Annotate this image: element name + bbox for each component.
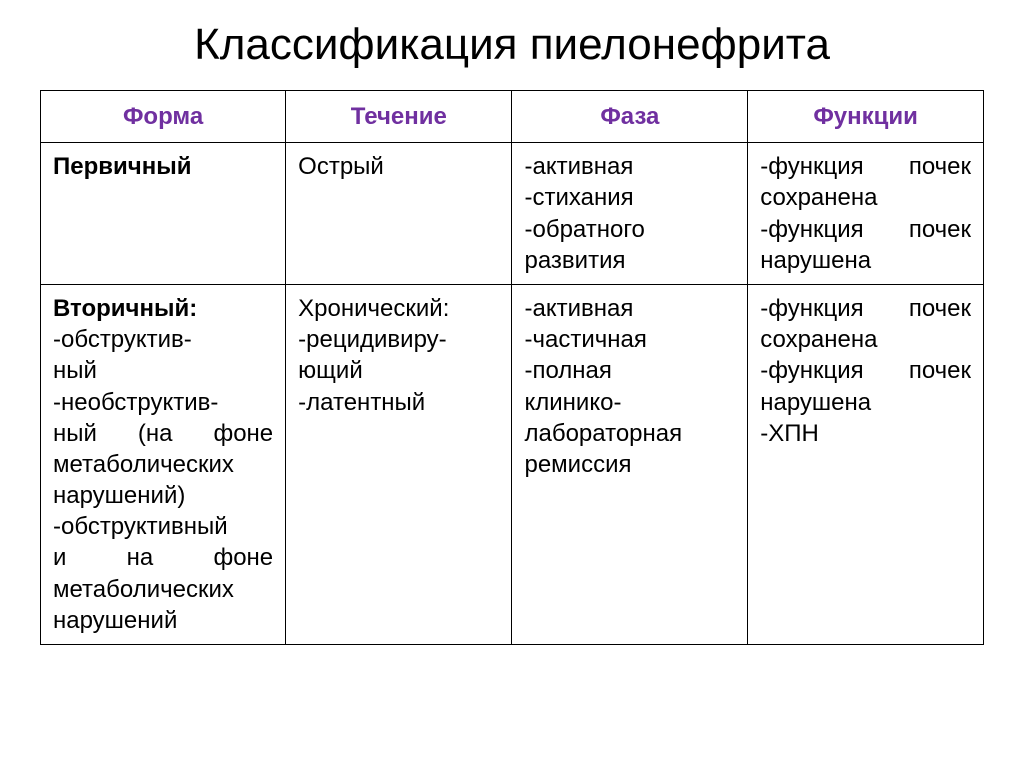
cell-text: (на (138, 418, 173, 449)
cell-text: ный (53, 418, 97, 449)
cell-text: почек (909, 355, 971, 386)
cell-text: сохранена (760, 182, 971, 213)
cell-text: фоне (213, 542, 273, 573)
cell-text: фоне (213, 418, 273, 449)
cell-form-secondary: Вторичный: -обструктив- ный -необструкти… (41, 284, 286, 644)
cell-text: нарушений (53, 605, 273, 636)
cell-text: Вторичный: (53, 293, 273, 324)
cell-text: клинико- (524, 387, 735, 418)
header-course: Течение (286, 91, 512, 143)
cell-text: почек (909, 151, 971, 182)
header-phase: Фаза (512, 91, 748, 143)
cell-text: -функция (760, 293, 863, 324)
cell-text: -функция (760, 151, 863, 182)
cell-func-row1: -функция почек сохранена -функция почек … (748, 143, 984, 285)
cell-form-primary: Первичный (41, 143, 286, 285)
cell-text: развития (524, 245, 735, 276)
cell-text: -активная (524, 151, 735, 182)
cell-text: -обструктив- (53, 324, 273, 355)
cell-text: -латентный (298, 387, 499, 418)
cell-course-acute: Острый (286, 143, 512, 285)
cell-text: нарушений) (53, 480, 273, 511)
cell-text: Острый (298, 153, 384, 180)
classification-table: Форма Течение Фаза Функции Первичный Ост… (40, 90, 984, 645)
cell-text: Первичный (53, 153, 191, 180)
cell-text: -необструктив- (53, 387, 273, 418)
cell-text: -полная (524, 355, 735, 386)
table-row: Вторичный: -обструктив- ный -необструкти… (41, 284, 984, 644)
cell-text: ный (53, 355, 273, 386)
cell-phase-row1: -активная -стихания -обратного развития (512, 143, 748, 285)
cell-text: -обструктивный (53, 511, 273, 542)
cell-text: нарушена (760, 387, 971, 418)
table-header-row: Форма Течение Фаза Функции (41, 91, 984, 143)
cell-text: Хронический: (298, 293, 499, 324)
cell-course-chronic: Хронический: -рецидивиру- ющий -латентны… (286, 284, 512, 644)
table-row: Первичный Острый -активная -стихания -об… (41, 143, 984, 285)
cell-text: -частичная (524, 324, 735, 355)
cell-text: почек (909, 293, 971, 324)
cell-text: нарушена (760, 245, 971, 276)
cell-text: на (127, 542, 154, 573)
cell-text: сохранена (760, 324, 971, 355)
cell-text: ющий (298, 355, 499, 386)
header-form: Форма (41, 91, 286, 143)
cell-text: -обратного (524, 214, 735, 245)
cell-text: метаболических (53, 574, 273, 605)
cell-text: -рецидивиру- (298, 324, 499, 355)
cell-text: почек (909, 214, 971, 245)
header-functions: Функции (748, 91, 984, 143)
cell-text: -функция (760, 214, 863, 245)
cell-text: и (53, 542, 66, 573)
cell-phase-row2: -активная -частичная -полная клинико- ла… (512, 284, 748, 644)
cell-func-row2: -функция почек сохранена -функция почек … (748, 284, 984, 644)
cell-text: лабораторная (524, 418, 735, 449)
cell-text: -стихания (524, 182, 735, 213)
cell-text: -ХПН (760, 418, 971, 449)
cell-text: ремиссия (524, 449, 735, 480)
cell-text: метаболических (53, 449, 273, 480)
cell-text: -активная (524, 293, 735, 324)
slide-title: Классификация пиелонефрита (40, 20, 984, 70)
cell-text: -функция (760, 355, 863, 386)
